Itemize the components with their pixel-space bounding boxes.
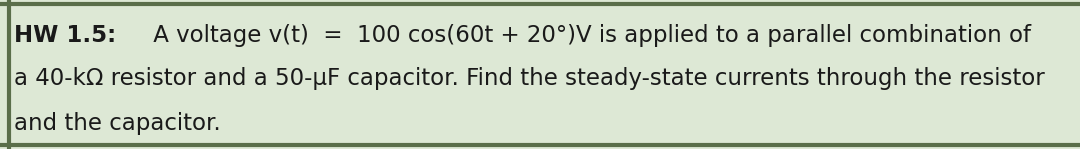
Text: HW 1.5:: HW 1.5: xyxy=(14,24,117,47)
Text: A voltage v(t)  =  100 cos(60t + 20°)V is applied to a parallel combination of: A voltage v(t) = 100 cos(60t + 20°)V is … xyxy=(146,24,1030,47)
Text: a 40-kΩ resistor and a 50-μF capacitor. Find the steady-state currents through t: a 40-kΩ resistor and a 50-μF capacitor. … xyxy=(14,67,1044,90)
Text: and the capacitor.: and the capacitor. xyxy=(14,112,220,135)
